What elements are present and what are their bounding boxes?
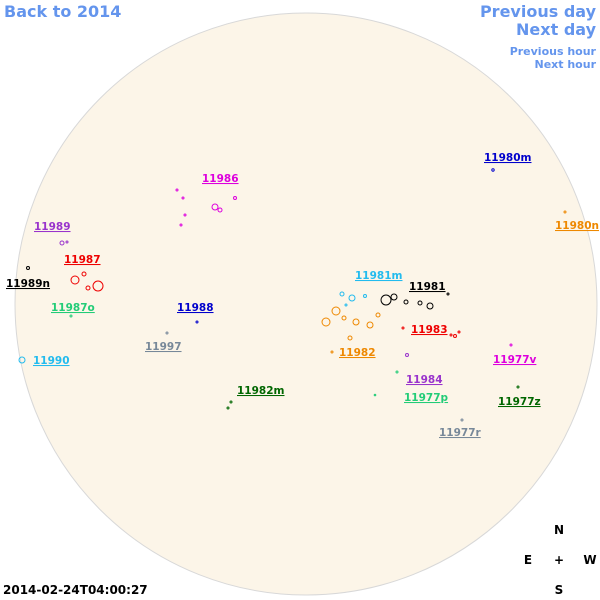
compass-center: + <box>554 553 564 567</box>
next-day-link[interactable]: Next day <box>516 20 596 39</box>
sunspot <box>457 330 461 334</box>
sunspot <box>217 207 223 213</box>
sunspot <box>401 326 405 330</box>
sunspot <box>70 275 80 285</box>
sunspot <box>449 333 453 337</box>
compass-south: S <box>555 583 564 597</box>
sunspot <box>81 271 87 277</box>
sunspot <box>211 203 219 211</box>
sunspot <box>233 196 237 200</box>
sunspot <box>92 280 104 292</box>
compass-north: N <box>554 523 564 537</box>
region-label[interactable]: 11984 <box>406 374 443 386</box>
region-label[interactable]: 11977p <box>404 392 449 404</box>
sunspot <box>339 291 345 297</box>
region-label[interactable]: 11977z <box>498 396 541 408</box>
sunspot <box>366 321 374 329</box>
region-label[interactable]: 11981 <box>409 281 446 293</box>
sunspot <box>181 196 185 200</box>
sunspot <box>352 318 360 326</box>
sunspot <box>363 294 367 298</box>
sunspot <box>18 356 26 364</box>
sunspot <box>26 266 30 270</box>
region-label[interactable]: 11981m <box>355 270 403 282</box>
sunspot <box>426 302 434 310</box>
sunspot <box>509 343 513 347</box>
sunspot <box>69 314 73 318</box>
region-label[interactable]: 11977v <box>493 354 537 366</box>
timestamp: 2014-02-24T04:00:27 <box>3 583 148 597</box>
sunspot <box>395 370 399 374</box>
region-label[interactable]: 11982 <box>339 347 376 359</box>
compass-west: W <box>583 553 596 567</box>
sunspot <box>390 293 398 301</box>
previous-day-link[interactable]: Previous day <box>479 2 596 21</box>
sunspot <box>59 240 65 246</box>
sunspot <box>229 400 233 404</box>
sunspot <box>460 418 464 422</box>
sunspot <box>330 350 334 354</box>
sunspot <box>195 320 199 324</box>
sunspot <box>321 317 331 327</box>
sunspot <box>446 292 450 296</box>
sunspot <box>226 406 230 410</box>
sunspot <box>403 299 409 305</box>
sunspot <box>417 300 423 306</box>
region-label[interactable]: 11983 <box>411 324 448 336</box>
sunspot <box>375 312 381 318</box>
next-hour-link[interactable]: Next hour <box>534 58 597 71</box>
sunspot <box>183 213 187 217</box>
sunspot <box>405 353 409 357</box>
region-label[interactable]: 11989n <box>6 278 50 290</box>
sunspot <box>347 335 353 341</box>
sunspot <box>175 188 179 192</box>
sunspot <box>380 294 392 306</box>
sunspot <box>179 223 183 227</box>
sunspot <box>65 240 69 244</box>
region-label[interactable]: 11987o <box>51 302 95 314</box>
region-label[interactable]: 11989 <box>34 221 71 233</box>
sunspot <box>491 168 495 172</box>
sunspot <box>516 385 520 389</box>
compass-east: E <box>524 553 532 567</box>
sunspot <box>563 210 567 214</box>
sunspot <box>453 334 457 338</box>
solar-disk <box>14 12 598 596</box>
region-label[interactable]: 11990 <box>33 355 70 367</box>
sunspot <box>344 303 348 307</box>
back-link[interactable]: Back to 2014 <box>4 2 122 21</box>
region-label[interactable]: 11986 <box>202 173 239 185</box>
region-label[interactable]: 11980m <box>484 152 532 164</box>
sunspot <box>331 306 341 316</box>
region-label[interactable]: 11977r <box>439 427 482 439</box>
sunspot <box>373 393 377 397</box>
sunspot <box>348 294 356 302</box>
sunspot <box>341 315 347 321</box>
region-label[interactable]: 11982m <box>237 385 285 397</box>
previous-hour-link[interactable]: Previous hour <box>509 45 596 58</box>
region-label[interactable]: 11997 <box>145 341 182 353</box>
region-label[interactable]: 11988 <box>177 302 214 314</box>
region-label[interactable]: 11980n <box>555 220 599 232</box>
region-label[interactable]: 11987 <box>64 254 101 266</box>
sunspot <box>165 331 169 335</box>
sunspot <box>85 285 91 291</box>
